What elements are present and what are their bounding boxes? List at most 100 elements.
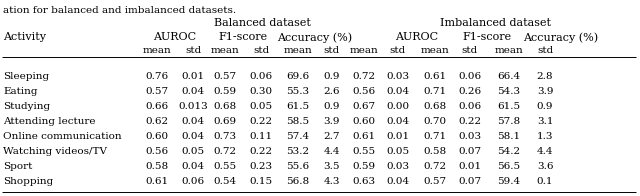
Text: 54.3: 54.3 <box>497 87 520 96</box>
Text: Accuracy (%): Accuracy (%) <box>277 32 353 43</box>
Text: 0.03: 0.03 <box>387 72 410 81</box>
Text: 66.4: 66.4 <box>497 72 520 81</box>
Text: 0.71: 0.71 <box>424 132 447 141</box>
Text: 58.5: 58.5 <box>287 117 310 126</box>
Text: Activity: Activity <box>3 32 46 42</box>
Text: mean: mean <box>420 46 449 55</box>
Text: 0.11: 0.11 <box>250 132 273 141</box>
Text: 0.57: 0.57 <box>424 177 447 186</box>
Text: std: std <box>185 46 201 55</box>
Text: 0.05: 0.05 <box>387 147 410 156</box>
Text: 4.3: 4.3 <box>324 177 340 186</box>
Text: 55.3: 55.3 <box>287 87 310 96</box>
Text: ation for balanced and imbalanced datasets.: ation for balanced and imbalanced datase… <box>3 6 236 15</box>
Text: 0.62: 0.62 <box>145 117 168 126</box>
Text: mean: mean <box>284 46 312 55</box>
Text: 0.04: 0.04 <box>387 177 410 186</box>
Text: 0.01: 0.01 <box>387 132 410 141</box>
Text: 61.5: 61.5 <box>287 102 310 111</box>
Text: 0.59: 0.59 <box>353 162 376 171</box>
Text: Sleeping: Sleeping <box>3 72 49 81</box>
Text: 0.22: 0.22 <box>458 117 481 126</box>
Text: 0.73: 0.73 <box>213 132 237 141</box>
Text: mean: mean <box>349 46 378 55</box>
Text: 55.6: 55.6 <box>287 162 310 171</box>
Text: 0.63: 0.63 <box>353 177 376 186</box>
Text: 0.04: 0.04 <box>181 117 205 126</box>
Text: 0.57: 0.57 <box>213 72 237 81</box>
Text: Shopping: Shopping <box>3 177 53 186</box>
Text: Accuracy (%): Accuracy (%) <box>524 32 598 43</box>
Text: 0.61: 0.61 <box>353 132 376 141</box>
Text: 61.5: 61.5 <box>497 102 520 111</box>
Text: std: std <box>462 46 478 55</box>
Text: 0.59: 0.59 <box>213 87 237 96</box>
Text: 0.06: 0.06 <box>458 72 481 81</box>
Text: 0.60: 0.60 <box>353 117 376 126</box>
Text: 0.04: 0.04 <box>387 117 410 126</box>
Text: 0.9: 0.9 <box>324 102 340 111</box>
Text: 0.9: 0.9 <box>324 72 340 81</box>
Text: 0.22: 0.22 <box>250 117 273 126</box>
Text: Eating: Eating <box>3 87 38 96</box>
Text: 59.4: 59.4 <box>497 177 520 186</box>
Text: 0.67: 0.67 <box>353 102 376 111</box>
Text: Balanced dataset: Balanced dataset <box>214 18 310 28</box>
Text: 2.7: 2.7 <box>324 132 340 141</box>
Text: 1.3: 1.3 <box>537 132 553 141</box>
Text: 0.05: 0.05 <box>181 147 205 156</box>
Text: 0.68: 0.68 <box>213 102 237 111</box>
Text: 0.70: 0.70 <box>424 117 447 126</box>
Text: 54.2: 54.2 <box>497 147 520 156</box>
Text: 0.04: 0.04 <box>181 162 205 171</box>
Text: mean: mean <box>211 46 239 55</box>
Text: 0.1: 0.1 <box>537 177 553 186</box>
Text: 0.013: 0.013 <box>178 102 208 111</box>
Text: 0.05: 0.05 <box>250 102 273 111</box>
Text: Studying: Studying <box>3 102 50 111</box>
Text: 0.15: 0.15 <box>250 177 273 186</box>
Text: AUROC: AUROC <box>154 32 196 42</box>
Text: 0.06: 0.06 <box>250 72 273 81</box>
Text: 53.2: 53.2 <box>287 147 310 156</box>
Text: mean: mean <box>143 46 172 55</box>
Text: Watching videos/TV: Watching videos/TV <box>3 147 107 156</box>
Text: 56.5: 56.5 <box>497 162 520 171</box>
Text: mean: mean <box>495 46 524 55</box>
Text: 0.07: 0.07 <box>458 147 481 156</box>
Text: std: std <box>537 46 553 55</box>
Text: 0.00: 0.00 <box>387 102 410 111</box>
Text: 0.72: 0.72 <box>213 147 237 156</box>
Text: 0.03: 0.03 <box>458 132 481 141</box>
Text: 0.06: 0.06 <box>181 177 205 186</box>
Text: 0.26: 0.26 <box>458 87 481 96</box>
Text: 0.54: 0.54 <box>213 177 237 186</box>
Text: 2.8: 2.8 <box>537 72 553 81</box>
Text: F1-score: F1-score <box>463 32 511 42</box>
Text: 0.69: 0.69 <box>213 117 237 126</box>
Text: 0.01: 0.01 <box>458 162 481 171</box>
Text: 0.56: 0.56 <box>145 147 168 156</box>
Text: 0.68: 0.68 <box>424 102 447 111</box>
Text: 0.9: 0.9 <box>537 102 553 111</box>
Text: 3.6: 3.6 <box>537 162 553 171</box>
Text: 0.76: 0.76 <box>145 72 168 81</box>
Text: 0.23: 0.23 <box>250 162 273 171</box>
Text: 0.72: 0.72 <box>424 162 447 171</box>
Text: AUROC: AUROC <box>396 32 438 42</box>
Text: 69.6: 69.6 <box>287 72 310 81</box>
Text: 0.07: 0.07 <box>458 177 481 186</box>
Text: 0.55: 0.55 <box>213 162 237 171</box>
Text: 0.58: 0.58 <box>424 147 447 156</box>
Text: Imbalanced dataset: Imbalanced dataset <box>440 18 550 28</box>
Text: 4.4: 4.4 <box>324 147 340 156</box>
Text: 0.60: 0.60 <box>145 132 168 141</box>
Text: std: std <box>324 46 340 55</box>
Text: 0.61: 0.61 <box>424 72 447 81</box>
Text: 0.04: 0.04 <box>387 87 410 96</box>
Text: 0.55: 0.55 <box>353 147 376 156</box>
Text: Sport: Sport <box>3 162 33 171</box>
Text: std: std <box>390 46 406 55</box>
Text: 0.57: 0.57 <box>145 87 168 96</box>
Text: 3.5: 3.5 <box>324 162 340 171</box>
